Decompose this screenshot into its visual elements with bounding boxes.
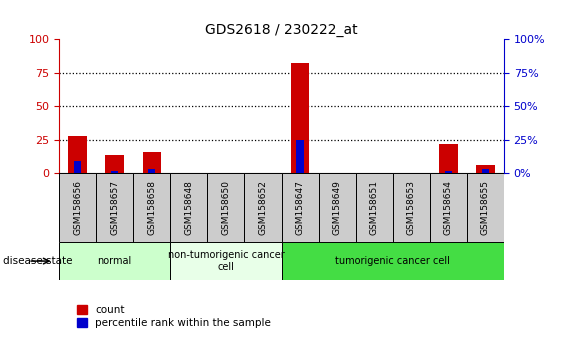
Bar (439, 144, 458, 173)
Bar (393, 173, 430, 242)
Bar (59, 173, 96, 242)
Bar (59, 242, 171, 280)
Bar (282, 242, 504, 280)
Text: GSM158654: GSM158654 (444, 181, 453, 235)
Text: GSM158655: GSM158655 (481, 181, 490, 235)
Text: GSM158658: GSM158658 (148, 181, 157, 235)
Bar (171, 242, 282, 280)
Text: GSM158650: GSM158650 (221, 181, 230, 235)
Bar (296, 140, 304, 173)
Bar (105, 155, 124, 173)
Bar (467, 173, 504, 242)
Text: GSM158648: GSM158648 (184, 181, 193, 235)
Bar (68, 136, 87, 173)
Bar (482, 170, 489, 173)
Bar (111, 171, 118, 173)
Bar (282, 173, 319, 242)
Text: normal: normal (97, 256, 132, 266)
Text: GSM158656: GSM158656 (73, 181, 82, 235)
Bar (356, 173, 393, 242)
Text: GSM158651: GSM158651 (370, 181, 379, 235)
Bar (171, 173, 207, 242)
Bar (476, 165, 495, 173)
Title: GDS2618 / 230222_at: GDS2618 / 230222_at (205, 23, 358, 36)
Bar (430, 173, 467, 242)
Bar (96, 173, 133, 242)
Bar (319, 173, 356, 242)
Bar (207, 173, 244, 242)
Bar (74, 161, 81, 173)
Text: GSM158647: GSM158647 (296, 181, 305, 235)
Text: GSM158653: GSM158653 (406, 181, 415, 235)
Text: GSM158652: GSM158652 (258, 181, 267, 235)
Bar (244, 173, 282, 242)
Bar (291, 63, 309, 173)
Text: tumorigenic cancer cell: tumorigenic cancer cell (335, 256, 450, 266)
Bar (445, 171, 452, 173)
Text: GSM158649: GSM158649 (333, 181, 342, 235)
Text: non-tumorigenic cancer
cell: non-tumorigenic cancer cell (168, 250, 284, 272)
Bar (133, 173, 171, 242)
Text: disease state: disease state (3, 256, 72, 266)
Legend: count, percentile rank within the sample: count, percentile rank within the sample (73, 301, 275, 332)
Bar (142, 152, 161, 173)
Bar (148, 170, 155, 173)
Text: GSM158657: GSM158657 (110, 181, 119, 235)
